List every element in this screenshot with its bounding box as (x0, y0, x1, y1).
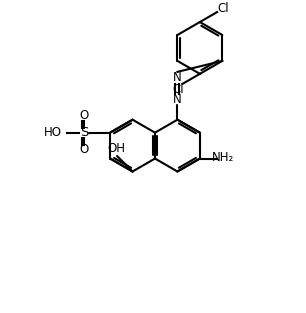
Text: O: O (80, 143, 89, 156)
Text: NH₂: NH₂ (212, 151, 234, 164)
Text: Cl: Cl (217, 2, 229, 15)
Text: Cl: Cl (173, 83, 185, 96)
Text: N: N (173, 71, 182, 84)
Text: O: O (80, 109, 89, 122)
Text: OH: OH (107, 141, 125, 155)
Text: S: S (80, 126, 88, 139)
Text: N: N (173, 93, 182, 106)
Text: HO: HO (44, 126, 62, 139)
